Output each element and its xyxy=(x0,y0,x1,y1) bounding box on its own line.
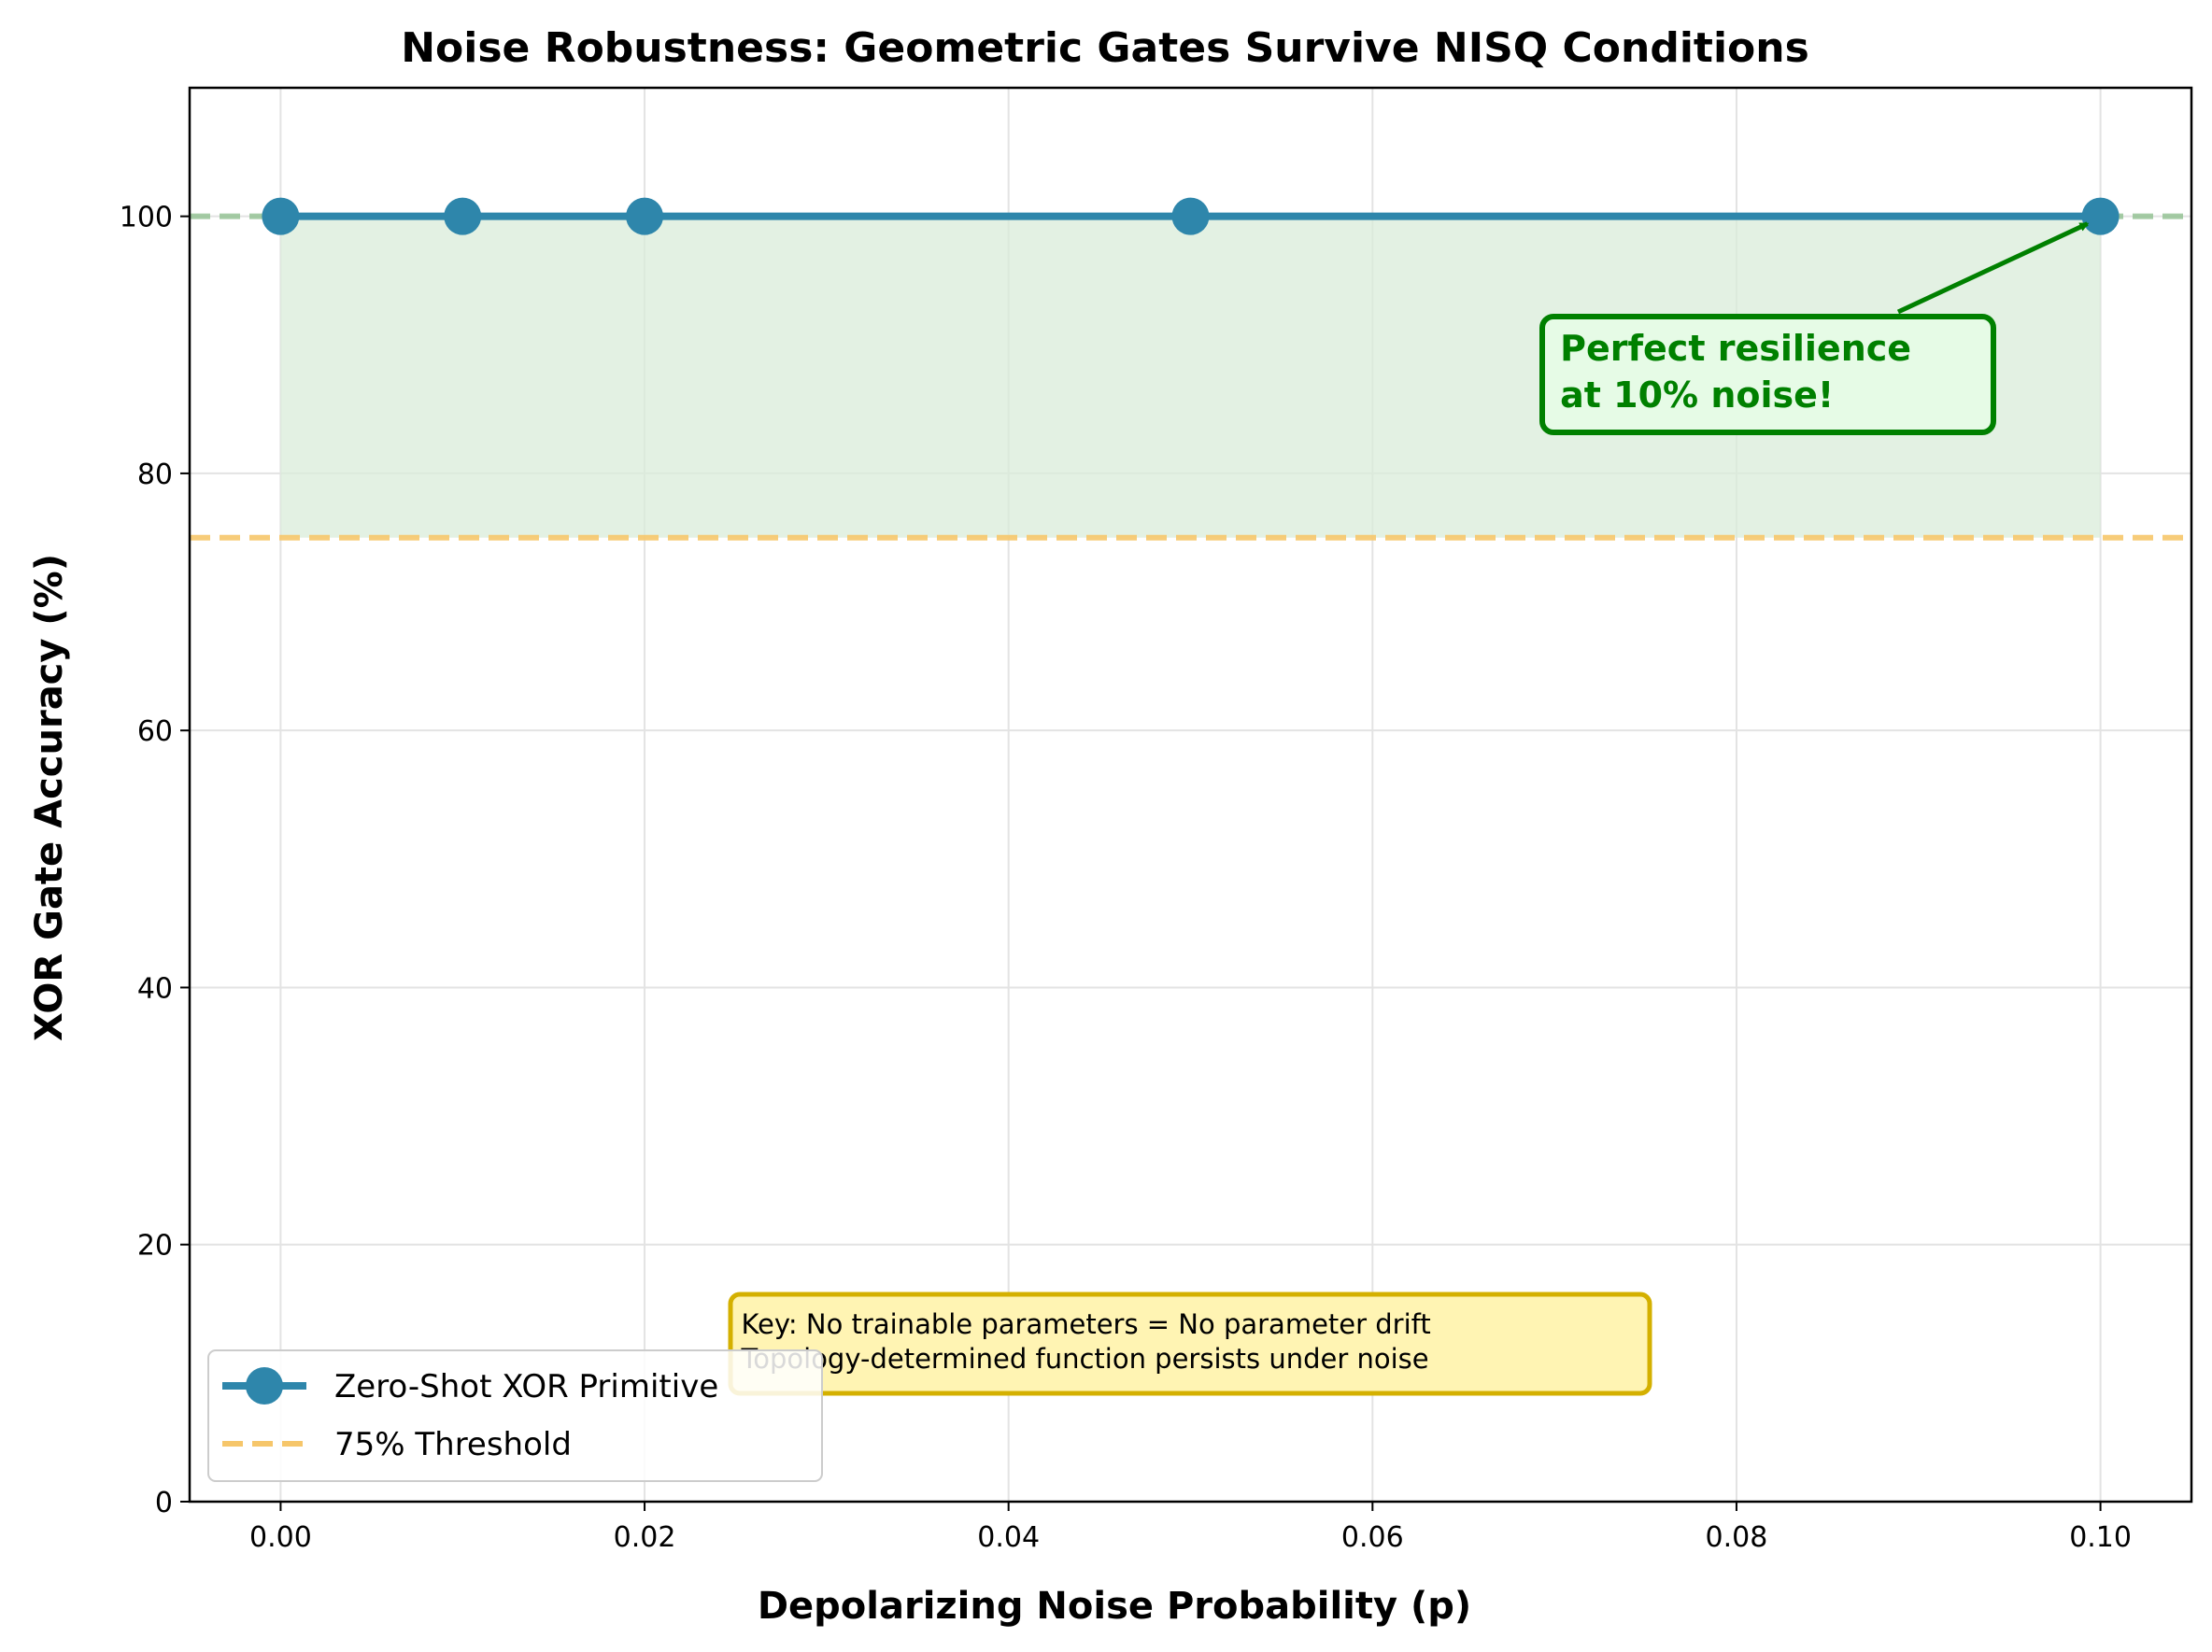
data-point xyxy=(1171,197,1210,235)
x-tick-label: 0.06 xyxy=(1341,1521,1404,1554)
legend-series-swatch-marker xyxy=(246,1367,283,1405)
key-note-text-line: Topology-determined function persists un… xyxy=(740,1343,1428,1375)
x-axis-label: Depolarizing Noise Probability (p) xyxy=(758,1585,1471,1628)
x-tick-label: 0.00 xyxy=(249,1521,312,1554)
data-point xyxy=(2081,197,2120,235)
y-tick-label: 100 xyxy=(120,202,173,234)
data-point xyxy=(444,197,482,235)
data-point xyxy=(626,197,664,235)
annotation-arrow xyxy=(1896,221,2090,315)
x-tick-label: 0.04 xyxy=(977,1521,1040,1554)
data-point xyxy=(262,197,300,235)
chart-title: Noise Robustness: Geometric Gates Surviv… xyxy=(401,24,1809,72)
annotation-text-line: at 10% noise! xyxy=(1560,374,1834,416)
key-note-text-line: Key: No trainable parameters = No parame… xyxy=(741,1308,1430,1340)
annotation-box xyxy=(1539,314,1996,435)
x-tick-label: 0.10 xyxy=(2069,1521,2132,1554)
legend-box xyxy=(207,1349,823,1482)
y-tick-label: 40 xyxy=(137,972,173,1005)
plot-area: 0.00 0.02 0.04 0.06 0.08 0.10 0 20 40 60 80 100 Perf… xyxy=(120,86,2193,1554)
legend-label-series: Zero-Shot XOR Primitive xyxy=(334,1368,718,1405)
legend-label-threshold: 75% Threshold xyxy=(334,1426,572,1463)
y-tick-label: 0 xyxy=(155,1487,173,1519)
x-tick-label: 0.02 xyxy=(614,1521,676,1554)
axes-frame xyxy=(188,86,2193,1504)
y-tick-label: 80 xyxy=(137,459,173,491)
x-tick-label: 0.08 xyxy=(1706,1521,1768,1554)
annotation-text-line: Perfect resilience xyxy=(1560,328,1911,369)
y-tick-label: 60 xyxy=(137,715,173,748)
y-tick-label: 20 xyxy=(137,1230,173,1263)
y-axis-label: XOR Gate Accuracy (%) xyxy=(28,554,71,1041)
key-note-box xyxy=(728,1292,1652,1396)
